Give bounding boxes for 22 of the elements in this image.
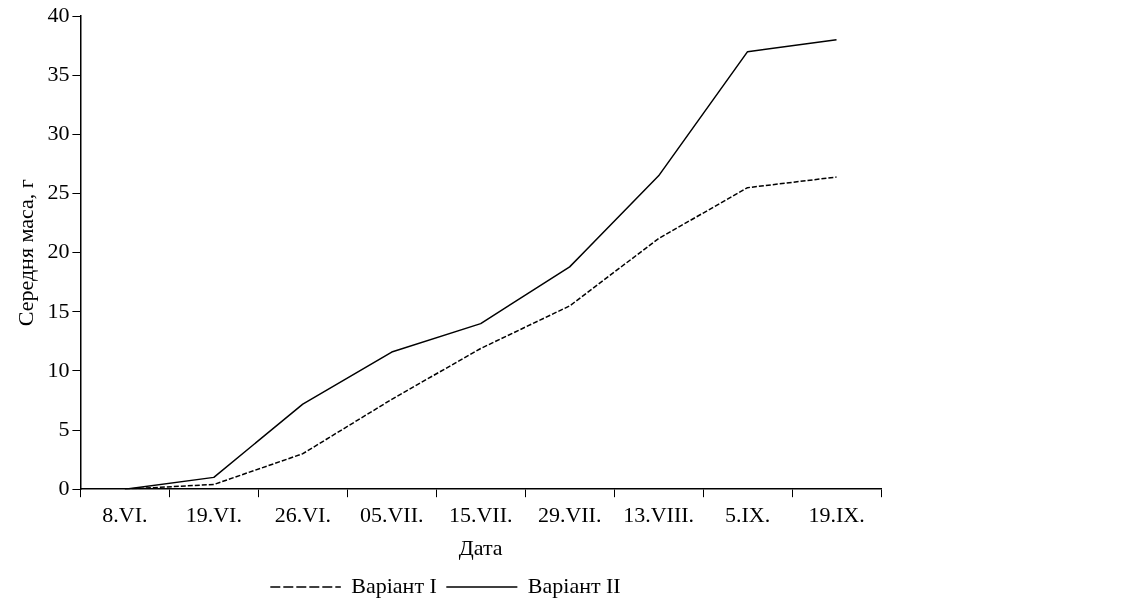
y-tick-label: 40 [47,1,70,27]
x-tick-label: 19.VI. [185,502,242,528]
y-tick-label: 35 [47,61,70,87]
legend-label: Варіант I [351,572,437,598]
x-tick-label: 5.IX. [724,502,771,528]
y-tick-label: 5 [58,415,70,441]
x-tick-label: 26.VI. [274,502,331,528]
y-tick-label: 20 [47,238,70,264]
y-tick-label: 0 [58,474,70,500]
y-axis-title: Середня маса, г [12,179,38,327]
y-tick-label: 15 [47,297,70,323]
x-tick-label: 15.VII. [448,502,513,528]
x-tick-label: 29.VII. [537,502,602,528]
legend-label: Варіант II [527,572,621,598]
x-tick-label: 8.VI. [102,502,148,528]
x-tick-label: 13.VIII. [623,502,695,528]
x-tick-label: 19.IX. [808,502,865,528]
y-tick-label: 30 [47,120,70,146]
y-tick-label: 25 [47,179,70,205]
x-axis-title: Дата [458,534,503,560]
x-tick-label: 05.VII. [359,502,424,528]
y-tick-label: 10 [47,356,70,382]
